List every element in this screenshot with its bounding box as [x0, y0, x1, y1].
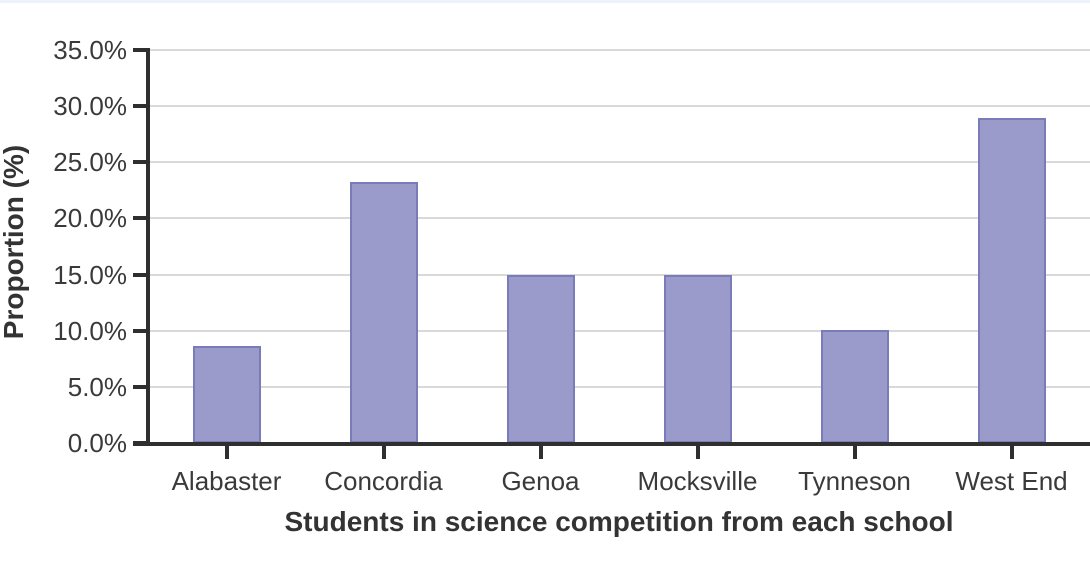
y-tick-5pct [133, 384, 148, 389]
x-tick-mocksville [696, 446, 700, 459]
gridline-30pct [148, 105, 1090, 108]
y-tick-label-5pct: 5.0% [67, 371, 127, 402]
x-tick-alabaster [225, 446, 229, 459]
bar-west-end [978, 118, 1046, 443]
bar-concordia [350, 182, 418, 443]
gridline-25pct [148, 161, 1090, 164]
gridline-15pct [148, 273, 1090, 276]
y-tick-35pct [133, 48, 148, 52]
x-tick-label-west-end: West End [955, 466, 1068, 496]
y-tick-0pct [133, 441, 148, 445]
gridline-20pct [148, 217, 1090, 220]
gridline-10pct [148, 329, 1090, 332]
y-tick-label-15pct: 15.0% [53, 259, 127, 290]
y-tick-label-25pct: 25.0% [53, 147, 127, 178]
x-axis-title: Students in science competition from eac… [284, 506, 954, 537]
bar-alabaster [193, 346, 261, 443]
y-tick-label-30pct: 30.0% [53, 91, 127, 122]
x-tick-genoa [539, 446, 543, 459]
y-tick-label-10pct: 10.0% [53, 315, 127, 346]
x-tick-label-tynneson: Tynneson [798, 466, 911, 496]
y-tick-20pct [133, 216, 148, 221]
y-tick-10pct [133, 328, 148, 333]
bar-genoa [507, 275, 575, 443]
gridline-5pct [148, 385, 1090, 388]
bar-mocksville [664, 275, 732, 443]
x-tick-label-concordia: Concordia [324, 466, 443, 496]
x-tick-concordia [382, 446, 386, 459]
y-tick-25pct [133, 160, 148, 165]
x-tick-label-genoa: Genoa [501, 466, 580, 496]
x-tick-tynneson [853, 446, 857, 459]
y-tick-30pct [133, 104, 148, 109]
y-tick-label-0pct: 0.0% [67, 428, 127, 458]
y-tick-label-20pct: 20.0% [53, 203, 127, 234]
bar-tynneson [821, 330, 889, 443]
top-border-strip [0, 0, 1090, 3]
x-tick-west-end [1010, 446, 1014, 459]
gridline-35pct [148, 49, 1090, 51]
x-axis-line [133, 442, 1090, 446]
y-axis-line [146, 48, 150, 446]
y-tick-15pct [133, 272, 148, 277]
y-tick-label-35pct: 35.0% [53, 35, 127, 65]
x-tick-label-mocksville: Mocksville [637, 466, 758, 496]
x-tick-label-alabaster: Alabaster [171, 466, 282, 496]
